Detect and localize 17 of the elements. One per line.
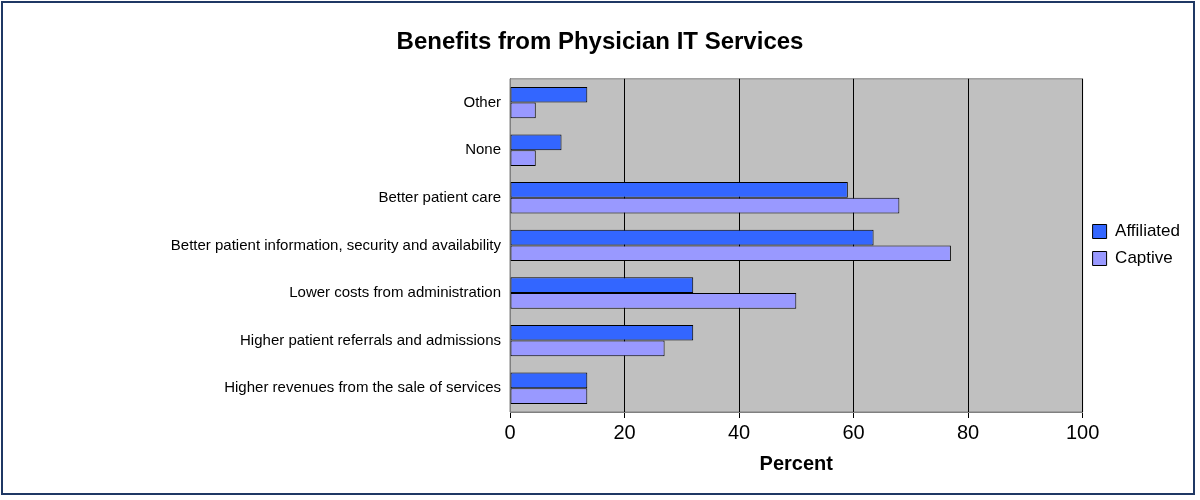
y-tick-label: Lower costs from administration	[289, 283, 501, 301]
x-tick-label: 60	[842, 420, 865, 443]
y-tick-label: Higher patient referrals and admissions	[240, 330, 501, 348]
x-tick-label: 0	[504, 420, 516, 443]
y-tick-label: Higher revenues from the sale of services	[224, 378, 501, 396]
x-tick-label: 100	[1065, 420, 1100, 443]
x-tick-label: 20	[613, 420, 636, 443]
y-tick-label: None	[465, 140, 501, 158]
legend-label: Captive	[1115, 248, 1173, 268]
y-tick-label: Better patient information, security and availability	[170, 235, 502, 253]
x-tick-label: 40	[727, 420, 751, 443]
y-tick-label: Other	[463, 92, 501, 110]
x-axis-title: Percent	[759, 451, 834, 474]
legend-label: Affiliated	[1115, 221, 1181, 241]
x-tick-label: 80	[956, 420, 980, 443]
chart-title: Benefits from Physician IT Services	[396, 27, 804, 55]
y-tick-label: Better patient care	[378, 187, 501, 205]
